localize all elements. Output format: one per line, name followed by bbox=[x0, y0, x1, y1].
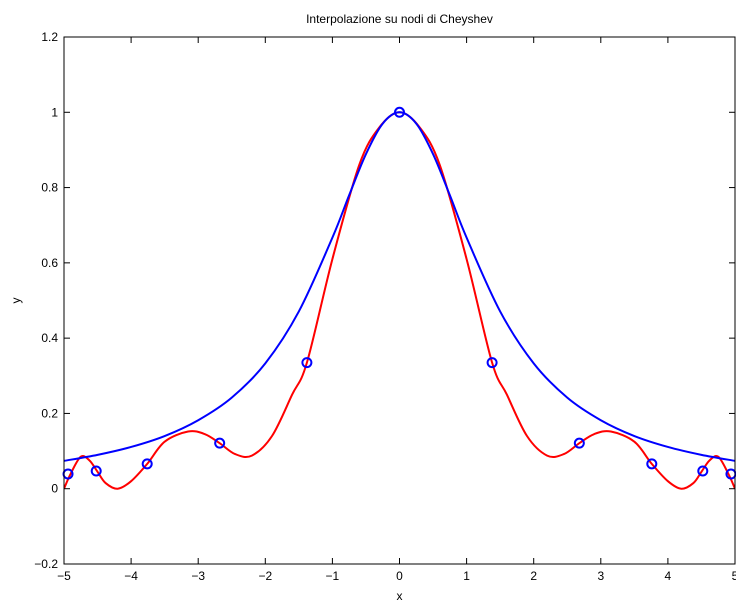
x-tick-label: 0 bbox=[396, 569, 403, 583]
series-line-blue bbox=[64, 111, 735, 462]
x-tick-label: 3 bbox=[597, 569, 604, 583]
y-tick-label: 0.2 bbox=[41, 406, 58, 420]
x-tick-label: −4 bbox=[124, 569, 138, 583]
data-point-marker bbox=[486, 357, 498, 369]
y-axis-label: y bbox=[9, 298, 23, 304]
x-tick-label: −3 bbox=[191, 569, 205, 583]
marker-layer bbox=[62, 106, 736, 480]
y-tick-label: 0.8 bbox=[41, 181, 58, 195]
x-tick-label: 4 bbox=[665, 569, 672, 583]
chart-title: Interpolazione su nodi di Cheyshev bbox=[306, 12, 493, 26]
data-point-marker bbox=[301, 357, 313, 369]
data-point-marker bbox=[141, 458, 153, 470]
data-point-marker bbox=[90, 465, 102, 477]
y-tick-label: 1 bbox=[51, 105, 58, 119]
x-axis-label: x bbox=[397, 589, 403, 601]
y-tick-label: 0 bbox=[51, 482, 58, 496]
data-point-marker bbox=[646, 458, 658, 470]
data-point-marker bbox=[697, 465, 709, 477]
x-tick-label: 1 bbox=[463, 569, 470, 583]
data-point-marker bbox=[214, 437, 226, 449]
y-tick-label: 0.4 bbox=[41, 331, 58, 345]
x-tick-label: 5 bbox=[732, 569, 736, 583]
x-tick-label: −2 bbox=[258, 569, 272, 583]
data-point-marker bbox=[573, 437, 585, 449]
x-tick-label: −5 bbox=[57, 569, 71, 583]
x-tick-label: −1 bbox=[326, 569, 340, 583]
ticks-layer: −5 −4 −3 −2 −1 0 1 2 3 4 5 −0.2 0 0.2 0.4 0.6 0.8 1 1.2 bbox=[34, 30, 736, 583]
y-tick-label: 1.2 bbox=[41, 30, 58, 44]
y-tick-label: 0.6 bbox=[41, 256, 58, 270]
series-layer bbox=[64, 111, 735, 490]
data-point-marker bbox=[394, 106, 405, 118]
y-tick-label: −0.2 bbox=[34, 557, 58, 571]
x-tick-label: 2 bbox=[530, 569, 537, 583]
